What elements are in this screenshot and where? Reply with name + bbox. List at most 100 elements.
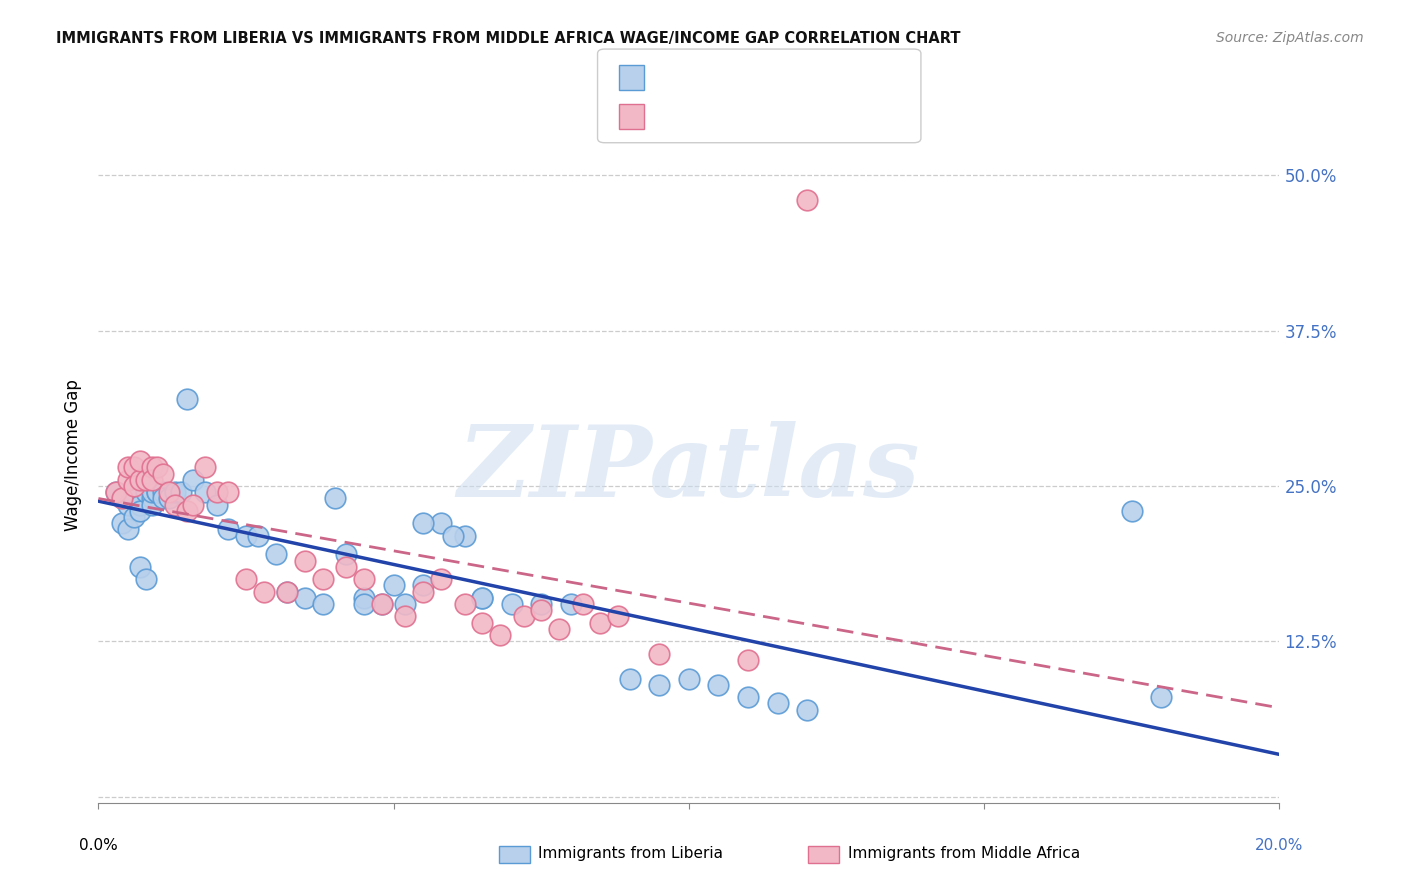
- Point: [335, 547, 357, 561]
- Point: [1150, 690, 1173, 705]
- Point: [548, 622, 571, 636]
- Point: [128, 498, 150, 512]
- Point: [157, 491, 180, 506]
- Point: [471, 591, 494, 605]
- Point: [353, 597, 375, 611]
- Point: [737, 690, 759, 705]
- Point: [165, 498, 187, 512]
- Point: [135, 473, 157, 487]
- Point: [194, 485, 217, 500]
- Point: [194, 460, 217, 475]
- Point: [205, 485, 228, 500]
- Point: [412, 578, 434, 592]
- Y-axis label: Wage/Income Gap: Wage/Income Gap: [65, 379, 83, 531]
- Text: Immigrants from Liberia: Immigrants from Liberia: [538, 846, 724, 861]
- Point: [141, 473, 163, 487]
- Point: [205, 498, 228, 512]
- Point: [501, 597, 523, 611]
- Point: [122, 460, 145, 475]
- Point: [382, 578, 405, 592]
- Point: [294, 553, 316, 567]
- Point: [766, 697, 789, 711]
- Point: [312, 597, 335, 611]
- Text: Source: ZipAtlas.com: Source: ZipAtlas.com: [1216, 31, 1364, 45]
- Point: [394, 597, 416, 611]
- Point: [152, 485, 174, 500]
- Point: [170, 485, 193, 500]
- Point: [117, 473, 139, 487]
- Point: [489, 628, 512, 642]
- Text: 20.0%: 20.0%: [1256, 838, 1303, 853]
- Point: [430, 572, 453, 586]
- Text: 0.0%: 0.0%: [79, 838, 118, 853]
- Point: [648, 678, 671, 692]
- Point: [246, 529, 269, 543]
- Point: [323, 491, 346, 506]
- Point: [264, 547, 287, 561]
- Point: [353, 572, 375, 586]
- Point: [796, 193, 818, 207]
- Point: [371, 597, 394, 611]
- Point: [471, 591, 494, 605]
- Point: [648, 647, 671, 661]
- Point: [737, 653, 759, 667]
- Point: [122, 510, 145, 524]
- Point: [276, 584, 298, 599]
- Point: [453, 529, 475, 543]
- Point: [152, 467, 174, 481]
- Point: [111, 516, 134, 531]
- Point: [128, 473, 150, 487]
- Point: [412, 516, 434, 531]
- Point: [253, 584, 276, 599]
- Text: IMMIGRANTS FROM LIBERIA VS IMMIGRANTS FROM MIDDLE AFRICA WAGE/INCOME GAP CORRELA: IMMIGRANTS FROM LIBERIA VS IMMIGRANTS FR…: [56, 31, 960, 46]
- Point: [530, 603, 553, 617]
- Point: [117, 460, 139, 475]
- Point: [796, 703, 818, 717]
- Point: [560, 597, 582, 611]
- Point: [105, 485, 128, 500]
- Point: [135, 473, 157, 487]
- Point: [589, 615, 612, 630]
- Point: [707, 678, 730, 692]
- Text: R =  -0.261   N =  61: R = -0.261 N = 61: [655, 62, 828, 80]
- Point: [165, 485, 187, 500]
- Point: [453, 597, 475, 611]
- Text: ZIPatlas: ZIPatlas: [458, 421, 920, 517]
- Point: [1121, 504, 1143, 518]
- Point: [353, 591, 375, 605]
- Point: [146, 485, 169, 500]
- Point: [128, 559, 150, 574]
- Point: [111, 491, 134, 506]
- Point: [105, 485, 128, 500]
- Text: R =  -0.242   N =  43: R = -0.242 N = 43: [655, 104, 828, 122]
- Point: [117, 523, 139, 537]
- Point: [135, 485, 157, 500]
- Point: [111, 491, 134, 506]
- Point: [571, 597, 593, 611]
- Point: [412, 584, 434, 599]
- Point: [335, 559, 357, 574]
- Point: [181, 473, 204, 487]
- Point: [619, 672, 641, 686]
- Point: [122, 485, 145, 500]
- Point: [135, 572, 157, 586]
- Point: [141, 491, 163, 506]
- Point: [471, 615, 494, 630]
- Point: [235, 529, 257, 543]
- Point: [122, 491, 145, 506]
- Point: [128, 504, 150, 518]
- Point: [371, 597, 394, 611]
- Point: [294, 591, 316, 605]
- Point: [312, 572, 335, 586]
- Point: [117, 498, 139, 512]
- Point: [141, 485, 163, 500]
- Point: [141, 460, 163, 475]
- Point: [217, 485, 239, 500]
- Point: [141, 498, 163, 512]
- Point: [217, 523, 239, 537]
- Point: [607, 609, 630, 624]
- Point: [441, 529, 464, 543]
- Point: [530, 597, 553, 611]
- Point: [122, 479, 145, 493]
- Text: Immigrants from Middle Africa: Immigrants from Middle Africa: [848, 846, 1080, 861]
